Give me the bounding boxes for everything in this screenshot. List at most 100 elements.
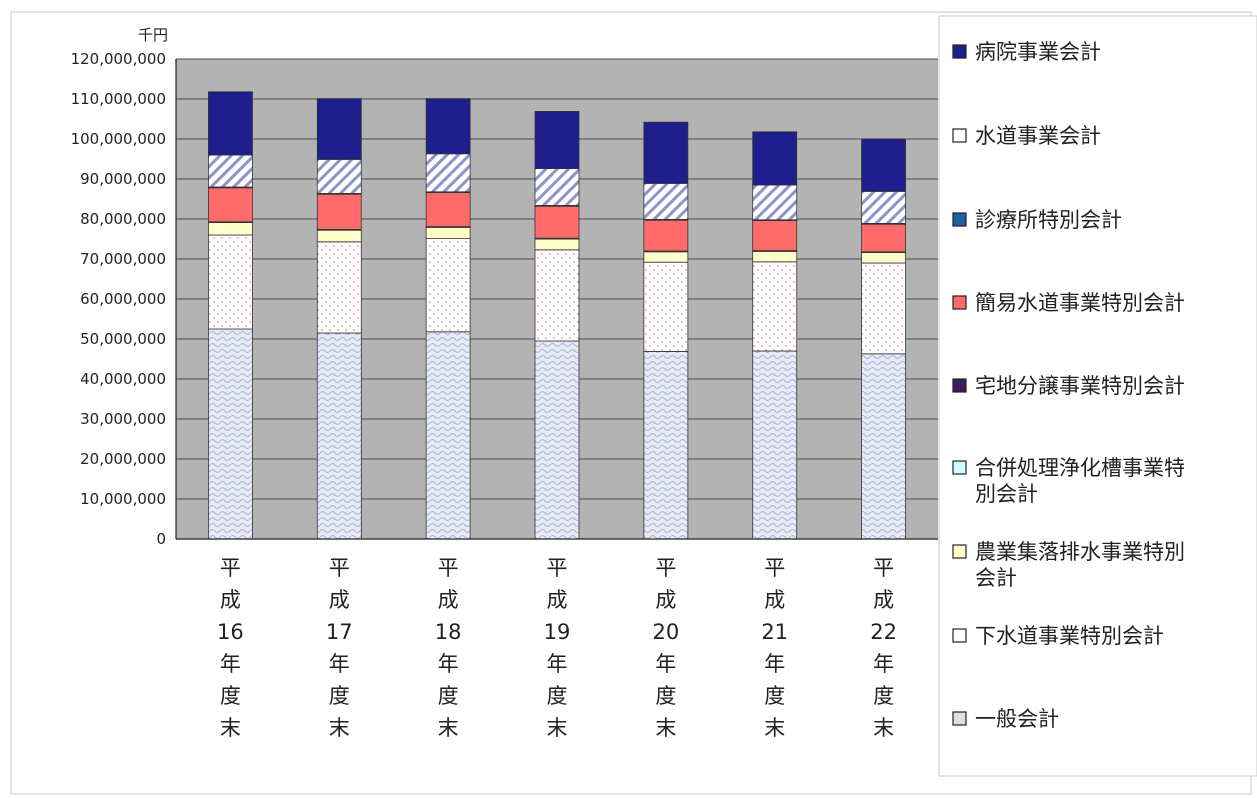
x-category-label: 度 [873,684,894,708]
y-tick-label: 120,000,000 [71,50,166,68]
bar-segment [208,91,253,156]
legend-swatch [952,212,967,227]
x-axis-category-labels: 平成 16 年度末 平成 17 年度末 平成 18 年度末 平成 19 年度末 平成 20 年度末 平成 21 年… [217,556,897,740]
x-category-label: 18 [435,620,462,644]
bar-segment [208,154,253,188]
bar-segment [643,182,689,220]
bar-segment [316,332,362,540]
x-category-label: 成 [220,588,241,612]
bar-segment [316,241,362,334]
legend-label: 下水道事業特別会計 [975,624,1164,648]
bar-segment [208,222,253,236]
y-axis-unit-label: 千円 [138,26,168,44]
bar-segment [752,220,798,252]
y-tick-label: 0 [156,530,166,548]
y-tick-label: 30,000,000 [80,410,166,428]
x-category-label: 22 [870,620,897,644]
x-category-label: 末 [329,716,350,740]
x-category-label: 年 [547,652,568,676]
x-category-label: 度 [764,684,785,708]
bar-segment [316,98,362,160]
legend-swatch [952,544,967,559]
x-category-label: 年 [764,652,785,676]
y-tick-label: 60,000,000 [80,290,166,308]
x-category-label: 度 [547,684,568,708]
x-category-label: 20 [652,620,679,644]
bar-segment [752,250,798,263]
legend-label: 一般会計 [975,707,1059,731]
bar-segment [643,251,689,263]
legend-label: 診療所特別会計 [975,208,1122,232]
x-category-label: 度 [220,684,241,708]
x-category-label: 成 [764,588,785,612]
x-category-label: 平 [655,556,676,580]
bar-segment [861,190,906,224]
x-category-label: 成 [873,588,894,612]
y-tick-label: 50,000,000 [80,330,166,348]
legend-label: 病院事業会計 [975,40,1101,64]
legend-box [938,15,1257,777]
bar-segment [861,252,906,264]
bar-segment [316,229,362,243]
bar-segment [425,226,471,239]
x-category-label: 平 [873,556,894,580]
y-tick-label: 100,000,000 [71,130,166,148]
bar-segment [534,249,580,342]
bar-segment [534,111,580,170]
x-category-label: 年 [655,652,676,676]
bar-segment [861,353,906,540]
x-category-label: 17 [326,620,353,644]
bar-segment [752,184,798,221]
y-tick-label: 20,000,000 [80,450,166,468]
legend: 病院事業会計水道事業会計診療所特別会計簡易水道事業特別会計宅地分譲事業特別会計合… [938,15,1257,777]
bar-segment [861,223,906,253]
bar-segment [208,187,253,223]
y-tick-label: 70,000,000 [80,250,166,268]
bar-segment [425,192,471,228]
bar-segment [861,138,906,192]
bar-segment [208,328,253,540]
legend-label: 合併処理浄化槽事業特 [975,456,1185,480]
x-category-label: 16 [217,620,244,644]
x-category-label: 平 [547,556,568,580]
x-category-label: 平 [438,556,459,580]
x-category-label: 末 [655,716,676,740]
bar-segment [534,340,580,540]
bar-segment [425,331,471,540]
bar-segment [425,153,471,193]
bar-segment [643,261,689,352]
legend-swatch [952,44,967,59]
legend-swatch [952,295,967,310]
y-tick-label: 10,000,000 [80,490,166,508]
legend-label: 会計 [975,566,1017,590]
x-category-label: 成 [655,588,676,612]
x-category-label: 末 [873,716,894,740]
x-category-label: 年 [220,652,241,676]
legend-label: 別会計 [975,482,1038,506]
x-category-label: 19 [544,620,571,644]
legend-swatch [952,378,967,393]
legend-swatch [952,711,967,726]
x-category-label: 成 [329,588,350,612]
x-category-label: 年 [873,652,894,676]
legend-label: 農業集落排水事業特別 [975,540,1185,564]
x-category-label: 平 [329,556,350,580]
x-category-label: 度 [655,684,676,708]
x-category-label: 末 [764,716,785,740]
x-category-label: 年 [438,652,459,676]
bar-segment [316,193,362,230]
bar-segment [643,350,689,540]
bar-segment [316,158,362,194]
x-category-label: 成 [438,588,459,612]
bar-segment [752,131,798,186]
x-category-label: 末 [220,716,241,740]
legend-label: 簡易水道事業特別会計 [975,291,1185,315]
x-category-label: 末 [438,716,459,740]
x-category-label: 年 [329,652,350,676]
legend-label: 宅地分譲事業特別会計 [975,374,1185,398]
y-tick-label: 40,000,000 [80,370,166,388]
legend-swatch [952,628,967,643]
y-tick-label: 110,000,000 [71,90,166,108]
bar-segment [534,205,580,239]
